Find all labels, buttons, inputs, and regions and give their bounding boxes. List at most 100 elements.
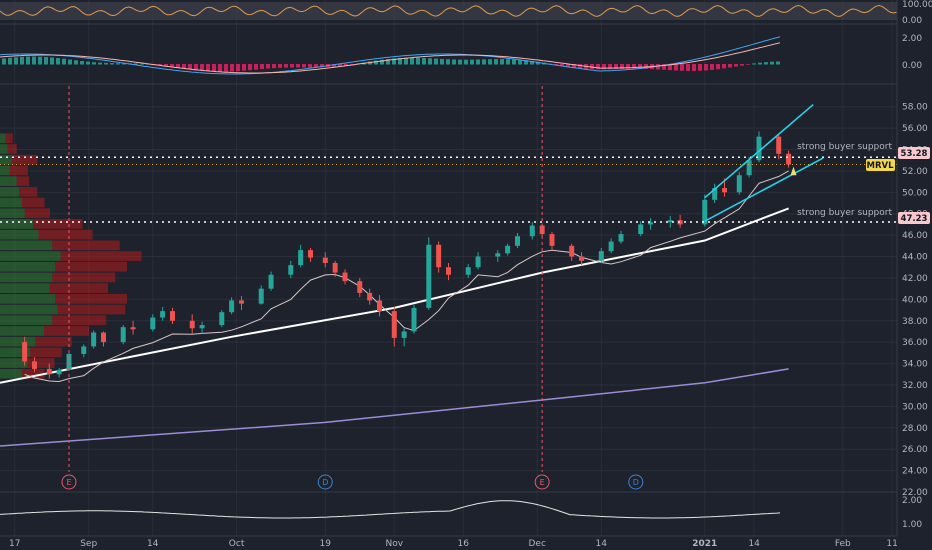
time-axis[interactable]: 17 Sep 14 Oct 19 Nov 16 Dec 14 2021 14 Feb 11 (9, 539, 898, 549)
macd-histogram-bar (284, 64, 288, 68)
time-axis-label: 14 (748, 539, 760, 549)
price-axis-label: 42.00 (902, 274, 928, 284)
macd-histogram-bar (410, 57, 414, 65)
macd-histogram-bar (632, 64, 636, 69)
macd-pane (0, 36, 781, 75)
profile-bar-up (0, 358, 28, 368)
time-axis-label: 19 (320, 539, 332, 549)
macd-histogram-bar (692, 64, 696, 71)
macd-histogram-bar (614, 64, 618, 70)
candle-body (495, 253, 501, 257)
candle-body (608, 241, 614, 252)
profile-bar-up (0, 197, 22, 208)
macd-histogram-bar (230, 64, 234, 72)
candle-body (436, 244, 442, 268)
candle-body (189, 320, 195, 329)
candle-body (465, 267, 471, 275)
candle-body (549, 234, 555, 246)
bottom-axis-label: 1.00 (902, 520, 922, 530)
time-axis-label: Feb (835, 539, 851, 549)
profile-bar-down (60, 251, 142, 261)
time-axis-label: Dec (529, 539, 546, 549)
candle-body (756, 136, 762, 161)
macd-histogram-bar (506, 59, 510, 65)
macd-histogram-bar (536, 61, 540, 65)
macd-histogram-bar (272, 64, 276, 69)
price-tag-lower-bg (898, 212, 930, 224)
macd-histogram-bar (602, 64, 606, 70)
macd-histogram-bar (398, 57, 402, 65)
price-axis-label: 40.00 (902, 295, 928, 305)
profile-bar-up (0, 133, 6, 144)
macd-histogram-bar (752, 63, 756, 65)
macd-histogram-bar (212, 64, 216, 72)
macd-histogram-bar (452, 59, 456, 65)
macd-histogram-bar (698, 64, 702, 71)
profile-bar-up (0, 186, 20, 197)
price-axis-label: 36.00 (902, 338, 928, 348)
macd-histogram-bar (710, 64, 714, 70)
bottom-axis-label: 2.00 (902, 496, 922, 506)
profile-bar-up (0, 347, 31, 358)
price-axis-label: 52.00 (902, 167, 928, 177)
candle-body (357, 281, 363, 293)
profile-bar-up (0, 251, 61, 261)
macd-histogram-bar (338, 64, 342, 67)
macd-histogram-bar (332, 64, 336, 67)
time-axis-label: Oct (229, 539, 245, 549)
macd-histogram-bar (770, 61, 774, 65)
price-axis-label: 26.00 (902, 445, 928, 455)
macd-histogram-bar (188, 64, 192, 70)
macd-histogram-bar (482, 59, 486, 65)
macd-histogram-bar (248, 64, 252, 71)
macd-histogram-bar (134, 63, 138, 65)
candle-body (702, 199, 708, 225)
candle-body (332, 262, 338, 273)
profile-bar-up (0, 219, 33, 229)
support-annotation-upper: strong buyer support (797, 142, 892, 152)
wedge-upper-line (704, 103, 814, 199)
macd-histogram-bar (578, 64, 582, 69)
arrow-marker (790, 166, 797, 176)
macd-histogram-bar (38, 56, 42, 65)
macd-histogram-bar (122, 63, 126, 65)
candle-body (46, 368, 52, 375)
macd-histogram-bar (260, 64, 264, 70)
macd-histogram-bar (446, 59, 450, 65)
profile-bar-down (38, 229, 93, 240)
macd-histogram-bar (566, 64, 570, 68)
price-tag-lower: 47.23 (901, 214, 928, 224)
macd-histogram-bar (518, 59, 522, 65)
profile-bar-up (0, 326, 44, 336)
time-axis-label: Nov (385, 539, 403, 549)
candle-body (342, 272, 348, 282)
macd-histogram-bar (674, 64, 678, 71)
candle-body (475, 256, 481, 268)
candle-body (322, 257, 328, 263)
macd-histogram-bar (32, 56, 36, 65)
profile-bar-up (0, 368, 22, 379)
candle-body (648, 222, 654, 225)
time-axis-label: 2021 (692, 539, 717, 549)
bottom-indicator-line (0, 500, 781, 519)
profile-bar-up (0, 144, 8, 154)
candle-body (130, 327, 136, 330)
price-axis-label: 24.00 (902, 467, 928, 477)
profile-bar-down (12, 154, 38, 165)
macd-histogram-bar (512, 59, 516, 65)
profile-bar-down (52, 240, 120, 251)
profile-bar-down (55, 261, 127, 272)
event-marker-circle (628, 474, 644, 490)
macd-histogram-bar (266, 64, 270, 69)
rsi-line (0, 4, 898, 17)
macd-histogram-bar (590, 64, 594, 70)
candle-body (505, 245, 511, 254)
profile-bar-up (0, 272, 53, 283)
sma-line (0, 207, 789, 384)
candle-body (219, 312, 225, 326)
price-axis-label: 30.00 (902, 402, 928, 412)
candle-body (199, 325, 205, 329)
macd-histogram-bar (218, 64, 222, 72)
